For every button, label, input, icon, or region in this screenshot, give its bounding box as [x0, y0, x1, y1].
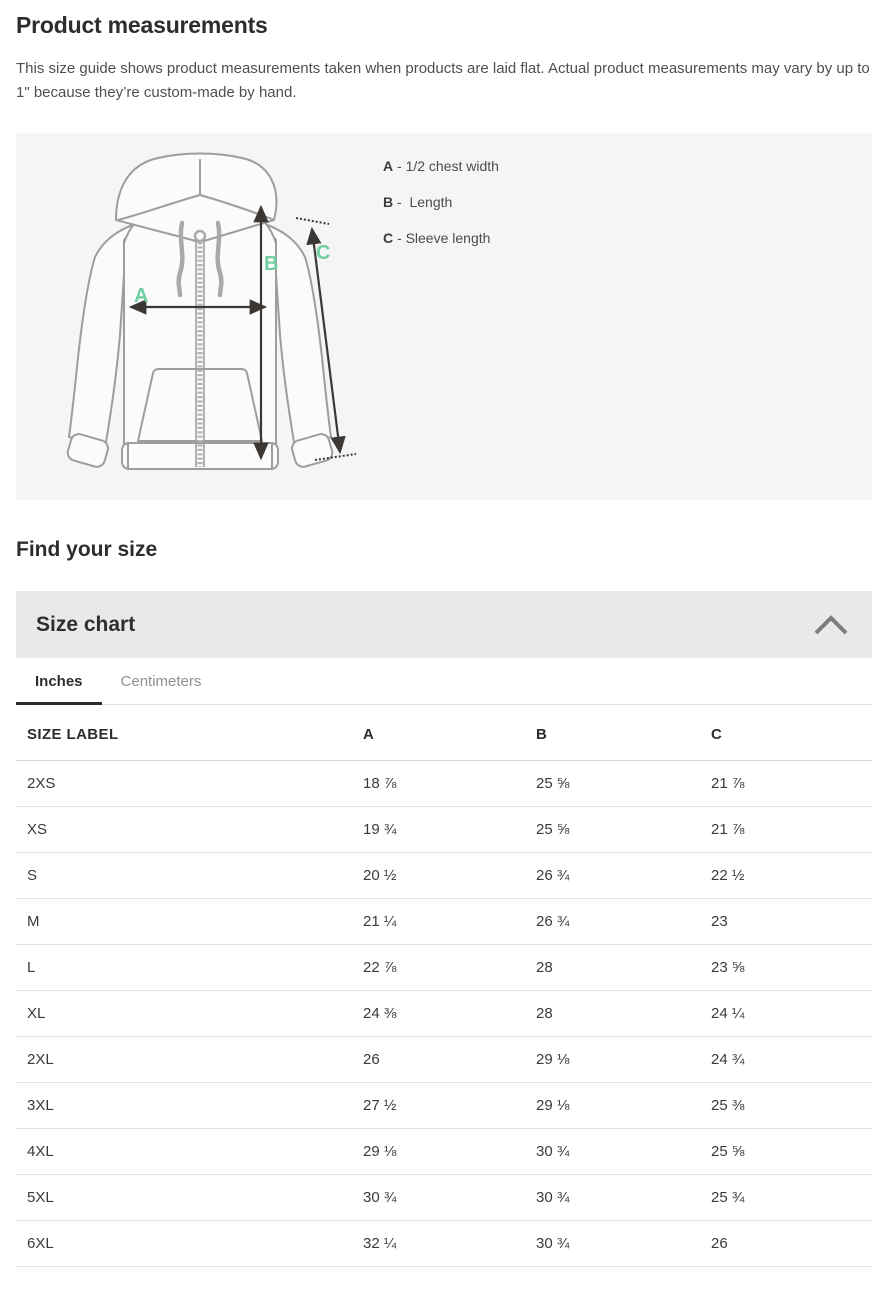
- measurement-cell: 29 ⅛: [536, 1082, 711, 1129]
- measurement-cell: 25 ⅝: [536, 760, 711, 807]
- size-label-cell: L: [16, 944, 363, 991]
- legend-text-a: - 1/2 chest width: [393, 158, 499, 174]
- measurement-cell: 26 ¾: [536, 898, 711, 945]
- measurement-cell: 23 ⅝: [711, 944, 872, 991]
- measurement-cell: 26: [363, 1036, 536, 1083]
- measurement-cell: 26: [711, 1220, 872, 1267]
- measurement-cell: 21 ⅞: [711, 806, 872, 853]
- column-header-b: B: [536, 705, 711, 761]
- measurement-diagram-panel: A B C A - 1/2 chest width B - Length C -…: [16, 133, 872, 500]
- legend-text-b: - Length: [393, 194, 453, 210]
- hood: [115, 152, 278, 242]
- intro-text: This size guide shows product measuremen…: [16, 60, 870, 101]
- measurement-cell: 20 ½: [363, 852, 536, 899]
- size-chart-toggle[interactable]: Size chart: [16, 591, 872, 658]
- size-label-cell: 3XL: [16, 1082, 363, 1129]
- legend-item-b: B - Length: [383, 195, 499, 209]
- size-label-cell: M: [16, 898, 363, 945]
- measurement-cell: 28: [536, 990, 711, 1037]
- measurement-cell: 25 ¾: [711, 1174, 872, 1221]
- measurement-cell: 25 ⅝: [536, 806, 711, 853]
- legend-item-c: C - Sleeve length: [383, 231, 499, 245]
- left-sleeve: [68, 222, 139, 449]
- marker-a-label: A: [134, 285, 148, 307]
- find-your-size-heading: Find your size: [16, 538, 158, 561]
- legend-key-a: A: [383, 158, 394, 174]
- measurement-cell: 30 ¾: [536, 1128, 711, 1175]
- legend-key-c: C: [383, 230, 394, 246]
- hem-band: [121, 442, 279, 470]
- page-title: Product measurements: [16, 12, 268, 38]
- measurement-cell: 21 ¼: [363, 898, 536, 945]
- legend-key-b: B: [383, 194, 394, 210]
- measurement-cell: 24 ¾: [711, 1036, 872, 1083]
- table-row: S 20 ½ 26 ¾ 22 ½: [16, 852, 872, 899]
- table-row: 2XL 26 29 ⅛ 24 ¾: [16, 1036, 872, 1083]
- measurement-cell: 28: [536, 944, 711, 991]
- unit-tabs: Inches Centimeters: [16, 658, 872, 705]
- table-row: 6XL 32 ¼ 30 ¾ 26: [16, 1220, 872, 1267]
- marker-b-label: B: [264, 253, 278, 275]
- kangaroo-pocket: [137, 368, 263, 442]
- size-label-cell: XS: [16, 806, 363, 853]
- size-label-cell: 2XS: [16, 760, 363, 807]
- measurement-cell: 24 ⅜: [363, 990, 536, 1037]
- table-row: XS 19 ¾ 25 ⅝ 21 ⅞: [16, 806, 872, 853]
- chevron-up-icon[interactable]: [812, 614, 850, 636]
- table-row: M 21 ¼ 26 ¾ 23: [16, 898, 872, 945]
- drawstring-left: [176, 220, 185, 298]
- measurement-cell: 24 ¼: [711, 990, 872, 1037]
- measurement-cell: 23: [711, 898, 872, 945]
- measurement-cell: 27 ½: [363, 1082, 536, 1129]
- measurement-cell: 29 ⅛: [363, 1128, 536, 1175]
- measurement-cell: 19 ¾: [363, 806, 536, 853]
- legend-item-a: A - 1/2 chest width: [383, 159, 499, 173]
- size-table-body: 2XS 18 ⅞ 25 ⅝ 21 ⅞ XS 19 ¾ 25 ⅝ 21 ⅞ S 20 ½ 26 ¾ 22…: [16, 760, 872, 1267]
- arrow-c-sleeve-length: [306, 226, 346, 455]
- measurement-cell: 22 ⅞: [363, 944, 536, 991]
- left-cuff: [66, 433, 109, 468]
- legend-text-c: - Sleeve length: [393, 230, 491, 246]
- measurement-cell: 29 ⅛: [536, 1036, 711, 1083]
- drawstring-right: [215, 220, 224, 298]
- size-label-cell: 2XL: [16, 1036, 363, 1083]
- size-label-cell: 6XL: [16, 1220, 363, 1267]
- measurement-cell: 32 ¼: [363, 1220, 536, 1267]
- size-label-cell: 4XL: [16, 1128, 363, 1175]
- zipper: [193, 229, 207, 467]
- size-chart-title: Size chart: [36, 612, 136, 636]
- column-header-c: C: [711, 705, 872, 761]
- table-row: 4XL 29 ⅛ 30 ¾ 25 ⅝: [16, 1128, 872, 1175]
- marker-c-label: C: [316, 242, 330, 264]
- column-header-size-label: SIZE LABEL: [16, 705, 363, 761]
- measurement-cell: 30 ¾: [536, 1220, 711, 1267]
- measurement-cell: 25 ⅝: [711, 1128, 872, 1175]
- table-row: XL 24 ⅜ 28 24 ¼: [16, 990, 872, 1037]
- tab-inches[interactable]: Inches: [16, 658, 102, 705]
- measurement-cell: 21 ⅞: [711, 760, 872, 807]
- size-label-cell: 5XL: [16, 1174, 363, 1221]
- size-label-cell: S: [16, 852, 363, 899]
- size-table-head: SIZE LABEL A B C: [16, 705, 872, 761]
- size-label-cell: XL: [16, 990, 363, 1037]
- column-header-a: A: [363, 705, 536, 761]
- table-row: 5XL 30 ¾ 30 ¾ 25 ¾: [16, 1174, 872, 1221]
- table-row: 2XS 18 ⅞ 25 ⅝ 21 ⅞: [16, 760, 872, 807]
- measurement-cell: 25 ⅜: [711, 1082, 872, 1129]
- measurement-cell: 26 ¾: [536, 852, 711, 899]
- hoodie-diagram: A B C: [66, 152, 357, 470]
- tab-centimeters[interactable]: Centimeters: [120, 673, 202, 690]
- measurement-cell: 30 ¾: [363, 1174, 536, 1221]
- measurement-legend: A - 1/2 chest width B - Length C - Sleev…: [383, 159, 499, 267]
- table-row: 3XL 27 ½ 29 ⅛ 25 ⅜: [16, 1082, 872, 1129]
- table-row: L 22 ⅞ 28 23 ⅝: [16, 944, 872, 991]
- measurement-cell: 30 ¾: [536, 1174, 711, 1221]
- measurement-cell: 22 ½: [711, 852, 872, 899]
- measurement-cell: 18 ⅞: [363, 760, 536, 807]
